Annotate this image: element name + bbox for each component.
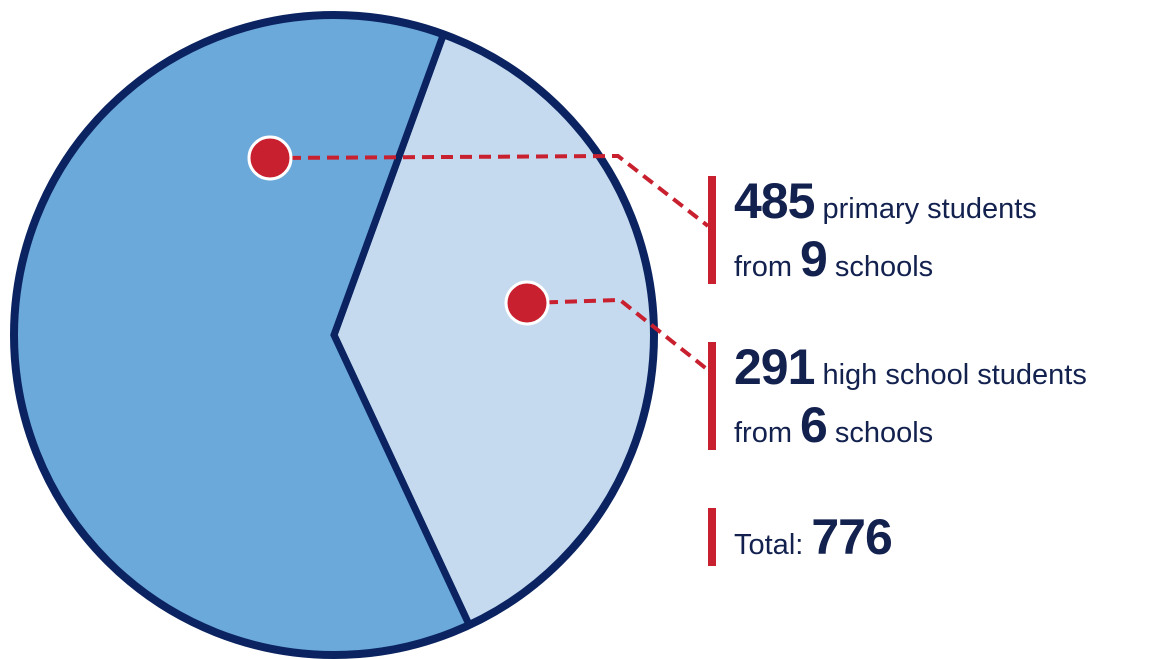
high-schools-label: schools — [834, 417, 934, 449]
callout-primary-line — [269, 153, 710, 228]
high-schools-count: 6 — [800, 397, 828, 453]
callout-primary-dot — [247, 135, 293, 181]
high-from: from — [734, 417, 792, 449]
high-label: high school students — [822, 359, 1087, 391]
callouts — [247, 135, 710, 372]
primary-from: from — [734, 251, 792, 283]
legend-high: 291 high school students from 6 schools — [708, 342, 1087, 450]
pie-slices — [10, 11, 658, 659]
primary-schools-count: 9 — [800, 231, 828, 287]
pie-outline — [10, 11, 658, 659]
legend-total: Total: 776 — [708, 508, 893, 566]
primary-label: primary students — [822, 193, 1037, 225]
total-value: 776 — [811, 509, 892, 565]
legend-primary: 485 primary students from 9 schools — [708, 176, 1037, 284]
primary-count: 485 — [734, 173, 815, 229]
callout-high-school-dot — [504, 280, 550, 326]
high-count: 291 — [734, 339, 815, 395]
total-label: Total: — [734, 529, 804, 561]
primary-schools-label: schools — [834, 251, 934, 283]
